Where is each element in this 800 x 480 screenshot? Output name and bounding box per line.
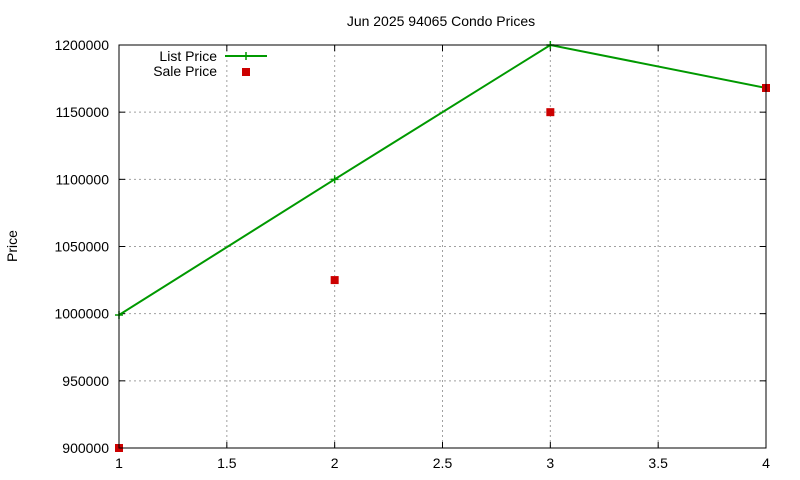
x-tick-label: 3.5 — [648, 455, 668, 471]
list-price-line — [118, 43, 767, 316]
y-tick-label: 1000000 — [54, 306, 109, 322]
x-tick-label: 2 — [331, 455, 339, 471]
x-tick-label: 3 — [546, 455, 554, 471]
y-tick-label: 1200000 — [54, 37, 109, 53]
grid-lines — [119, 45, 766, 448]
y-axis-ticks: 900000 950000 1000000 1050000 1100000 1150000… — [54, 37, 766, 456]
legend-label-sale-price: Sale Price — [153, 63, 217, 79]
x-tick-label: 1 — [115, 455, 123, 471]
x-tick-label: 2.5 — [433, 455, 453, 471]
sale-price-point — [330, 276, 339, 285]
y-tick-label: 1100000 — [56, 171, 110, 187]
x-tick-label: 4 — [762, 455, 770, 471]
x-tick-label: 1.5 — [217, 455, 237, 471]
sale-price-point — [546, 108, 555, 117]
x-axis-ticks: 1 1.5 2 2.5 3 3.5 4 — [115, 45, 770, 471]
y-tick-label: 1150000 — [56, 104, 110, 120]
y-tick-label: 1050000 — [54, 239, 109, 255]
y-axis-label: Price — [4, 230, 20, 262]
list-price-point — [330, 175, 339, 184]
chart-title: Jun 2025 94065 Condo Prices — [347, 13, 535, 29]
y-tick-label: 950000 — [62, 373, 109, 389]
legend-swatch-sale-price — [242, 68, 250, 76]
plot-frame — [118, 44, 767, 449]
legend-label-list-price: List Price — [159, 48, 217, 64]
y-tick-label: 900000 — [62, 440, 109, 456]
